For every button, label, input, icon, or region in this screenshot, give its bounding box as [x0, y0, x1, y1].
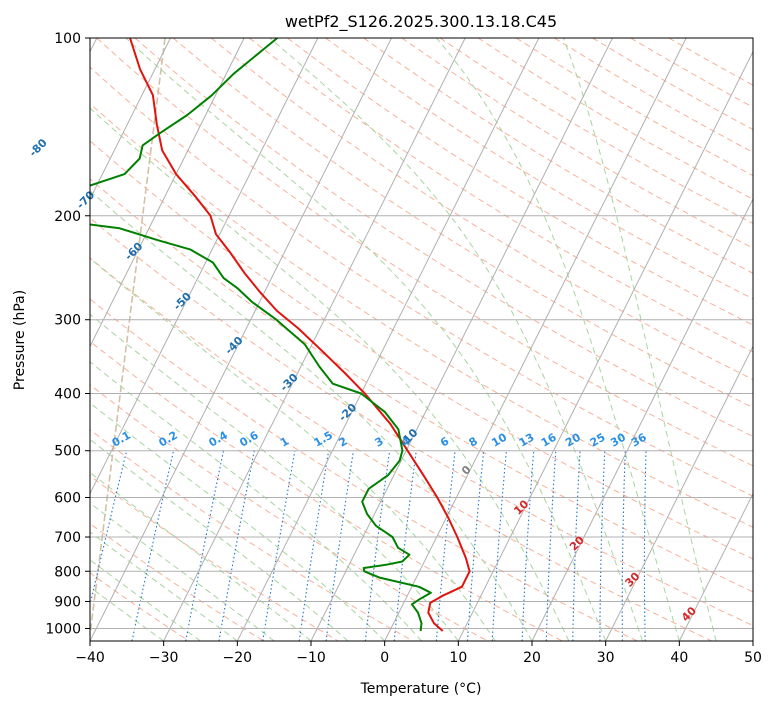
- y-tick-label: 500: [54, 444, 81, 460]
- isotherm-line: [605, 345, 753, 641]
- y-tick-label: 700: [54, 530, 81, 546]
- isotherm-line: [384, 38, 687, 641]
- isotherm-line: [90, 38, 245, 348]
- dry-adiabat: [248, 38, 753, 353]
- moist-adiabat: [90, 257, 496, 641]
- isotherm-line: [678, 492, 753, 641]
- x-tick-label: −30: [149, 650, 179, 666]
- isotherm-line: [90, 38, 319, 495]
- plot-frame: [89, 37, 754, 642]
- mixing-ratio-line: [262, 450, 296, 641]
- isotherm-line: [236, 38, 540, 641]
- mixing-ratio-line: [298, 450, 330, 641]
- y-tick-label: 200: [54, 209, 81, 225]
- moist-adiabat: [90, 559, 201, 641]
- dry-adiabat: [210, 38, 753, 381]
- moist-adiabat: [90, 471, 312, 641]
- dry-adiabat: [90, 475, 339, 641]
- mixing-ratio-line: [364, 450, 391, 641]
- x-tick-label: 0: [380, 650, 389, 666]
- moist-adiabat: [436, 38, 680, 641]
- moist-adiabat: [269, 38, 643, 641]
- moist-adiabat: [90, 586, 164, 641]
- dry-adiabat: [90, 257, 712, 641]
- dry-adiabat: [90, 384, 488, 641]
- y-tick-label: 100: [54, 31, 81, 47]
- dry-adiabat: [325, 38, 753, 300]
- dry-adiabat: [90, 66, 753, 497]
- mixing-ratio-line: [393, 450, 417, 641]
- moist-adiabat: [90, 361, 422, 641]
- dry-adiabat: [172, 38, 753, 409]
- moist-adiabat: [90, 107, 570, 641]
- x-tick-label: −40: [75, 650, 105, 666]
- y-tick-label: 900: [54, 594, 81, 610]
- x-tick-label: 50: [744, 650, 762, 666]
- x-tick-label: 40: [670, 650, 688, 666]
- moist-adiabat: [90, 190, 533, 641]
- chart-title: wetPf2_S126.2025.300.13.18.C45: [285, 12, 557, 32]
- dry-adiabat: [90, 140, 753, 560]
- x-tick-label: −10: [296, 650, 326, 666]
- dry-adiabat: [134, 38, 753, 437]
- x-axis-label: Temperature (°C): [360, 681, 482, 697]
- isotherm-line: [163, 38, 466, 641]
- y-tick-label: 1000: [45, 621, 81, 637]
- profile-lines: [90, 38, 471, 632]
- y-tick-label: 300: [54, 313, 81, 329]
- isotherm-line: [531, 197, 753, 641]
- y-tick-label: 600: [54, 490, 81, 506]
- x-tick-label: 30: [597, 650, 615, 666]
- moist-adiabat: [125, 38, 607, 641]
- dry-adiabat: [287, 38, 753, 326]
- moist-adiabat: [562, 38, 717, 641]
- reference-lines: [90, 38, 753, 641]
- isotherm-line: [457, 50, 753, 641]
- x-tick-label: 20: [523, 650, 541, 666]
- x-tick-label: −20: [223, 650, 253, 666]
- mixing-ratio-line: [325, 450, 355, 641]
- dry-adiabat: [90, 178, 753, 593]
- x-tick-label: 10: [449, 650, 467, 666]
- dry-adiabat: [96, 38, 753, 467]
- dry-adiabat: [90, 102, 753, 528]
- moist-adiabat: [90, 531, 238, 641]
- isotherm-line: [90, 38, 171, 201]
- dry-adiabat: [90, 217, 753, 627]
- y-tick-label: 400: [54, 387, 81, 403]
- moist-adiabat: [90, 438, 349, 641]
- isotherm-line: [90, 38, 392, 641]
- y-tick-label: 800: [54, 564, 81, 580]
- axis-ticks: −40 −30 −20 −10 0 10 20 30 40 50 100 200 300 400 500 60…: [45, 31, 762, 666]
- y-axis-label: Pressure (hPa): [12, 290, 28, 390]
- isotherm-line: [310, 38, 613, 641]
- dry-adiabat: [90, 298, 638, 641]
- moist-adiabat: [90, 313, 459, 641]
- dewpoint-profile-line: [90, 38, 432, 632]
- temperature-profile-line: [129, 38, 471, 632]
- moist-adiabat: [90, 402, 386, 641]
